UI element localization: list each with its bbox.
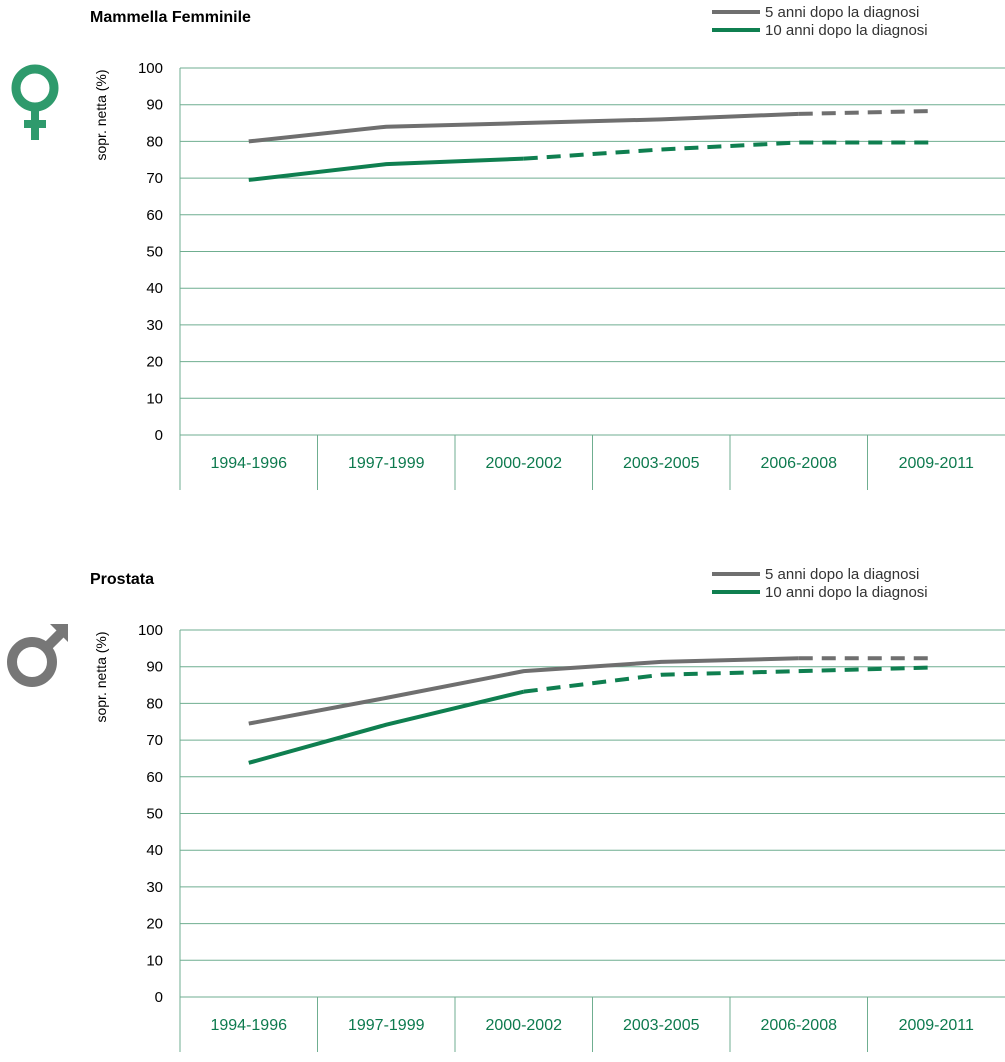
y-tick-label: 50	[146, 244, 163, 261]
x-tick-label: 2003-2005	[623, 455, 700, 472]
y-tick-label: 50	[146, 806, 163, 823]
y-tick-label: 0	[155, 427, 163, 444]
chart-title: Mammella Femminile	[90, 9, 251, 26]
x-tick-label: 2006-2008	[760, 455, 837, 472]
series-line-dashed	[524, 667, 937, 691]
x-tick-label: 2000-2002	[485, 455, 562, 472]
y-tick-label: 80	[146, 695, 163, 712]
x-tick-label: 2003-2005	[623, 1017, 700, 1034]
y-tick-label: 60	[146, 207, 163, 224]
legend-label: 10 anni dopo la diagnosi	[765, 584, 928, 601]
x-tick-label: 1994-1996	[210, 1017, 287, 1034]
male-symbol-icon	[12, 624, 68, 682]
y-tick-label: 100	[138, 622, 163, 639]
series-line-solid	[249, 159, 524, 180]
x-tick-label: 1994-1996	[210, 455, 287, 472]
female-symbol-ring	[16, 69, 54, 107]
y-tick-label: 60	[146, 769, 163, 786]
series-line-dashed	[524, 143, 937, 159]
y-tick-label: 20	[146, 354, 163, 371]
chart-title: Prostata	[90, 571, 154, 588]
legend-label: 5 anni dopo la diagnosi	[765, 4, 919, 21]
y-tick-label: 40	[146, 280, 163, 297]
y-tick-label: 30	[146, 879, 163, 896]
series-line-dashed	[799, 111, 937, 114]
y-tick-label: 20	[146, 916, 163, 933]
y-axis-label: sopr. netta (%)	[93, 631, 109, 722]
y-tick-label: 40	[146, 842, 163, 859]
chart-panel-mammella: Mammella Femminile 5 anni dopo la diagnos…	[0, 0, 1005, 500]
y-axis-label: sopr. netta (%)	[93, 69, 109, 160]
x-tick-label: 1997-1999	[348, 455, 425, 472]
y-tick-label: 70	[146, 170, 163, 187]
chart-svg: Mammella Femminile 5 anni dopo la diagnos…	[0, 0, 1005, 500]
legend-label: 5 anni dopo la diagnosi	[765, 566, 919, 583]
y-tick-label: 10	[146, 952, 163, 969]
y-tick-label: 30	[146, 317, 163, 334]
x-tick-label: 1997-1999	[348, 1017, 425, 1034]
y-tick-label: 10	[146, 390, 163, 407]
series-line-solid	[249, 114, 799, 142]
legend-label: 10 anni dopo la diagnosi	[765, 22, 928, 39]
series-line-solid	[249, 692, 524, 763]
x-tick-label: 2000-2002	[485, 1017, 562, 1034]
y-tick-label: 0	[155, 989, 163, 1006]
female-symbol-icon	[16, 69, 54, 140]
x-tick-label: 2006-2008	[760, 1017, 837, 1034]
y-tick-label: 100	[138, 60, 163, 77]
female-symbol-bar	[24, 120, 46, 128]
y-tick-label: 90	[146, 97, 163, 114]
y-tick-label: 70	[146, 732, 163, 749]
y-tick-label: 90	[146, 659, 163, 676]
y-tick-label: 80	[146, 133, 163, 150]
x-tick-label: 2009-2011	[899, 1017, 974, 1034]
x-tick-label: 2009-2011	[899, 455, 974, 472]
